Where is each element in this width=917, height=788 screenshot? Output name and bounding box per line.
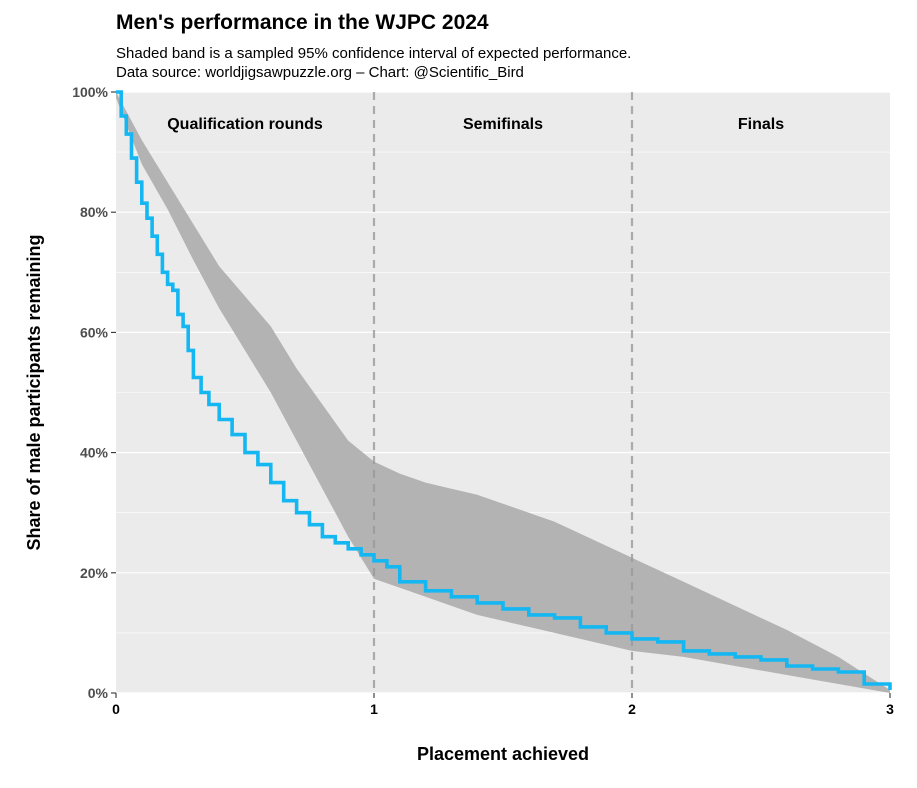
x-tick-label: 3 [886, 701, 894, 717]
chart-subtitle-line-1: Shaded band is a sampled 95% confidence … [116, 45, 632, 62]
x-tick-label: 1 [370, 701, 378, 717]
chart-title: Men's performance in the WJPC 2024 [116, 11, 489, 34]
y-tick-label: 20% [80, 565, 109, 581]
y-tick-label: 60% [80, 324, 109, 340]
x-axis-title: Placement achieved [417, 744, 589, 764]
y-tick-label: 100% [72, 84, 108, 100]
y-tick-label: 0% [88, 685, 109, 701]
y-tick-label: 40% [80, 445, 109, 461]
series-layer [116, 90, 892, 690]
axes: 0% 20% 40% 60% 80% 100% 0 1 2 3 [72, 84, 894, 717]
y-tick-label: 80% [80, 204, 109, 220]
phase-label: Qualification rounds [167, 116, 323, 133]
confidence-band-layer [116, 92, 890, 693]
x-tick-label: 2 [628, 701, 636, 717]
confidence-band [116, 92, 890, 693]
series-line [116, 90, 892, 690]
phase-label: Finals [738, 116, 784, 133]
phase-labels: Qualification rounds Semifinals Finals [167, 116, 784, 133]
phase-label: Semifinals [463, 116, 543, 133]
x-tick-label: 0 [112, 701, 120, 717]
phase-boundary-lines [372, 92, 634, 693]
y-axis-title: Share of male participants remaining [24, 234, 44, 550]
chart-subtitle-line-2: Data source: worldjigsawpuzzle.org – Cha… [116, 64, 524, 81]
